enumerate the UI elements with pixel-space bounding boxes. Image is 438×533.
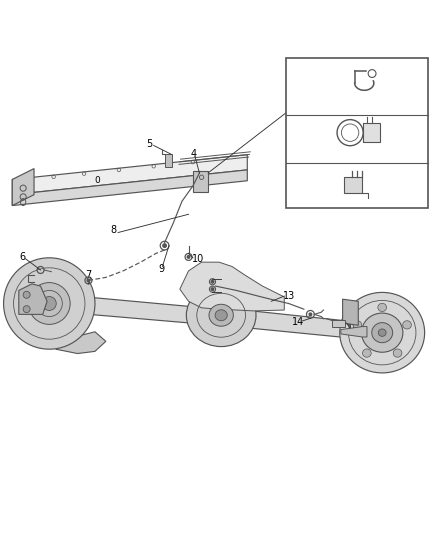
- Ellipse shape: [202, 276, 240, 292]
- Text: 3: 3: [361, 193, 367, 203]
- Text: 15: 15: [347, 324, 359, 334]
- Text: 5: 5: [146, 139, 152, 149]
- Text: 9: 9: [159, 264, 165, 273]
- Ellipse shape: [372, 322, 392, 343]
- Ellipse shape: [363, 349, 371, 357]
- Text: 12: 12: [219, 287, 232, 297]
- Circle shape: [4, 258, 95, 349]
- Text: 13: 13: [283, 290, 295, 301]
- Polygon shape: [46, 299, 84, 308]
- Ellipse shape: [378, 303, 387, 312]
- Circle shape: [87, 279, 90, 282]
- Circle shape: [23, 305, 30, 313]
- Ellipse shape: [215, 310, 227, 321]
- Polygon shape: [12, 155, 247, 195]
- Text: 2: 2: [361, 149, 367, 159]
- Ellipse shape: [393, 349, 402, 357]
- Polygon shape: [193, 171, 208, 192]
- Text: 4: 4: [191, 149, 197, 159]
- Circle shape: [42, 296, 56, 310]
- Polygon shape: [56, 332, 106, 353]
- Polygon shape: [252, 311, 376, 341]
- Circle shape: [309, 313, 312, 316]
- Circle shape: [187, 256, 190, 258]
- Text: 7: 7: [85, 270, 92, 280]
- Bar: [286, 58, 428, 208]
- Ellipse shape: [378, 329, 386, 336]
- Text: 1: 1: [361, 101, 367, 111]
- Polygon shape: [341, 327, 367, 337]
- Text: 11: 11: [219, 273, 232, 283]
- Ellipse shape: [186, 284, 256, 346]
- Text: 8: 8: [111, 225, 117, 236]
- Circle shape: [23, 292, 30, 298]
- Ellipse shape: [361, 313, 403, 352]
- Circle shape: [211, 280, 214, 283]
- Ellipse shape: [353, 321, 362, 329]
- Circle shape: [28, 282, 70, 325]
- Bar: [344, 177, 361, 193]
- Bar: [332, 320, 345, 327]
- Ellipse shape: [209, 304, 233, 326]
- Polygon shape: [12, 168, 34, 206]
- Ellipse shape: [340, 293, 425, 373]
- Ellipse shape: [403, 321, 411, 329]
- Circle shape: [163, 244, 166, 247]
- Text: 14: 14: [292, 317, 304, 327]
- Polygon shape: [343, 299, 358, 325]
- Polygon shape: [39, 293, 191, 323]
- Text: 6: 6: [19, 252, 25, 262]
- Circle shape: [211, 288, 214, 290]
- Polygon shape: [166, 154, 173, 167]
- Polygon shape: [180, 262, 284, 311]
- Bar: [363, 123, 380, 142]
- Text: 0: 0: [94, 176, 100, 185]
- Polygon shape: [12, 170, 247, 206]
- Text: 10: 10: [192, 254, 205, 264]
- Polygon shape: [19, 284, 47, 314]
